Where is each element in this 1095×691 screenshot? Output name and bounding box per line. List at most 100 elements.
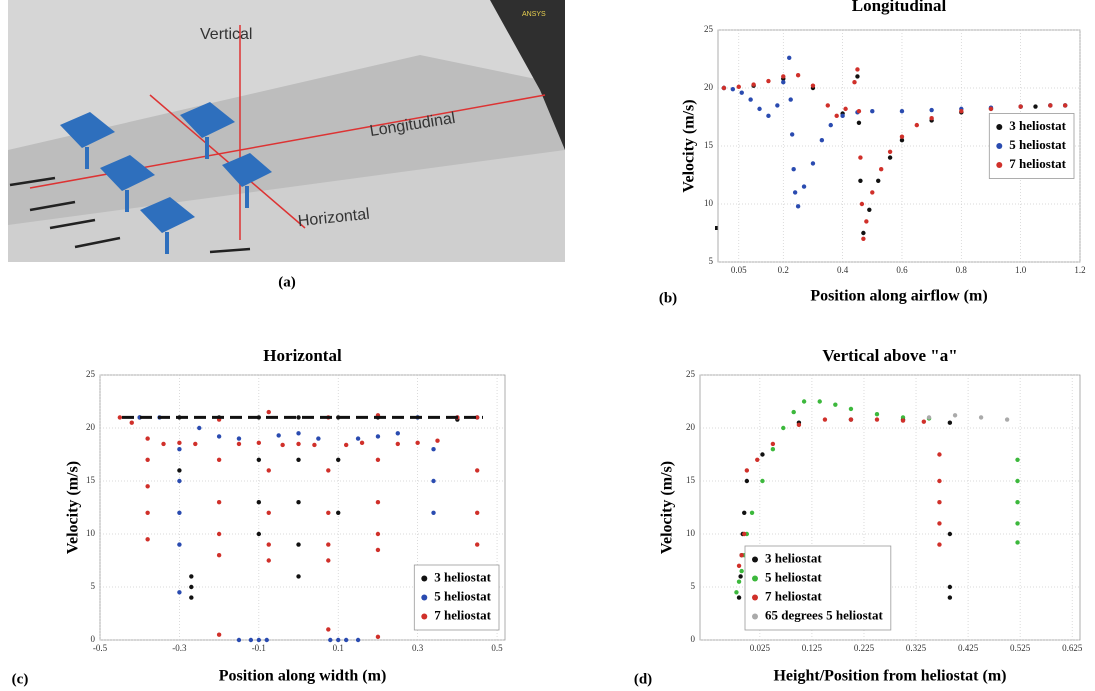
data-point bbox=[376, 635, 380, 639]
data-point bbox=[376, 434, 380, 438]
data-point bbox=[858, 179, 862, 183]
data-point bbox=[356, 436, 360, 440]
x-axis-label: Height/Position from heliostat (m) bbox=[773, 668, 1006, 685]
data-point bbox=[811, 161, 815, 165]
data-point bbox=[791, 410, 795, 414]
x-tick-label: 0.525 bbox=[1010, 643, 1031, 653]
data-point bbox=[1063, 103, 1067, 107]
legend-marker bbox=[752, 595, 758, 601]
data-point bbox=[189, 574, 193, 578]
data-point bbox=[791, 167, 795, 171]
data-point bbox=[189, 595, 193, 599]
data-point bbox=[197, 426, 201, 430]
y-tick-label: 5 bbox=[91, 581, 96, 591]
data-point bbox=[267, 542, 271, 546]
x-tick-label: 0.125 bbox=[802, 643, 823, 653]
legend-label: 5 heliostat bbox=[434, 588, 491, 603]
panel-label: (a) bbox=[278, 274, 296, 290]
data-point bbox=[745, 479, 749, 483]
data-point bbox=[781, 80, 785, 84]
legend-marker bbox=[752, 557, 758, 563]
data-point bbox=[929, 108, 933, 112]
x-axis-label: Position along width (m) bbox=[219, 668, 387, 685]
data-point bbox=[849, 407, 853, 411]
data-point bbox=[237, 436, 241, 440]
data-point bbox=[722, 86, 726, 90]
data-point bbox=[793, 190, 797, 194]
data-point bbox=[849, 417, 853, 421]
data-point bbox=[937, 500, 941, 504]
data-point bbox=[864, 219, 868, 223]
data-point bbox=[257, 532, 261, 536]
data-point bbox=[344, 638, 348, 642]
data-point bbox=[737, 85, 741, 89]
data-point bbox=[738, 574, 742, 578]
x-tick-label: 0.425 bbox=[958, 643, 979, 653]
data-point bbox=[796, 73, 800, 77]
data-point bbox=[922, 419, 926, 423]
data-point bbox=[336, 511, 340, 515]
legend-label: 65 degrees 5 heliostat bbox=[765, 607, 883, 622]
data-point bbox=[326, 558, 330, 562]
legend-label: 7 heliostat bbox=[434, 607, 491, 622]
legend-marker bbox=[996, 143, 1002, 149]
data-point bbox=[280, 443, 284, 447]
data-point bbox=[376, 532, 380, 536]
data-point bbox=[979, 415, 983, 419]
legend-marker bbox=[996, 162, 1002, 168]
data-point bbox=[742, 532, 746, 536]
data-point bbox=[237, 442, 241, 446]
data-point bbox=[790, 132, 794, 136]
data-point bbox=[1033, 104, 1037, 108]
x-tick-label: -0.1 bbox=[252, 643, 266, 653]
figure: Vertical Longitudinal Horizontal ANSYS (… bbox=[0, 0, 1095, 691]
data-point bbox=[296, 458, 300, 462]
data-point bbox=[900, 109, 904, 113]
x-tick-label: 0.05 bbox=[731, 265, 747, 275]
data-point bbox=[771, 447, 775, 451]
data-point bbox=[879, 167, 883, 171]
data-point bbox=[296, 415, 300, 419]
data-point bbox=[937, 542, 941, 546]
data-point bbox=[267, 410, 271, 414]
legend-label: 3 heliostat bbox=[1009, 118, 1066, 133]
data-point bbox=[193, 442, 197, 446]
heliostat-stem bbox=[125, 190, 129, 212]
data-point bbox=[959, 109, 963, 113]
data-point bbox=[237, 638, 241, 642]
data-point bbox=[360, 441, 364, 445]
data-point bbox=[267, 558, 271, 562]
y-tick-label: 20 bbox=[86, 422, 96, 432]
data-point bbox=[276, 433, 280, 437]
x-axis-label: Position along airflow (m) bbox=[810, 288, 987, 305]
heliostat-stem bbox=[205, 137, 209, 159]
y-axis-label: Velocity (m/s) bbox=[681, 99, 698, 192]
chart-title: Longitudinal bbox=[852, 0, 947, 15]
data-point bbox=[217, 434, 221, 438]
x-tick-label: 0.4 bbox=[837, 265, 849, 275]
y-tick-label: 25 bbox=[86, 369, 96, 379]
data-point bbox=[734, 590, 738, 594]
data-point bbox=[257, 500, 261, 504]
data-point bbox=[296, 574, 300, 578]
y-tick-label: 15 bbox=[686, 475, 696, 485]
data-point bbox=[860, 202, 864, 206]
data-point bbox=[948, 532, 952, 536]
x-tick-label: 0.225 bbox=[854, 643, 875, 653]
legend: 3 heliostat5 heliostat7 heliostat bbox=[989, 114, 1074, 179]
data-point bbox=[145, 511, 149, 515]
data-point bbox=[875, 412, 879, 416]
data-point bbox=[177, 479, 181, 483]
data-point bbox=[989, 107, 993, 111]
y-axis-label: Velocity (m/s) bbox=[65, 461, 82, 554]
data-point bbox=[1015, 458, 1019, 462]
data-point bbox=[787, 56, 791, 60]
data-point bbox=[267, 511, 271, 515]
data-point bbox=[145, 484, 149, 488]
data-point bbox=[475, 542, 479, 546]
data-point bbox=[316, 436, 320, 440]
x-tick-label: 0.5 bbox=[491, 643, 503, 653]
data-point bbox=[953, 413, 957, 417]
data-point bbox=[900, 135, 904, 139]
data-point bbox=[326, 627, 330, 631]
